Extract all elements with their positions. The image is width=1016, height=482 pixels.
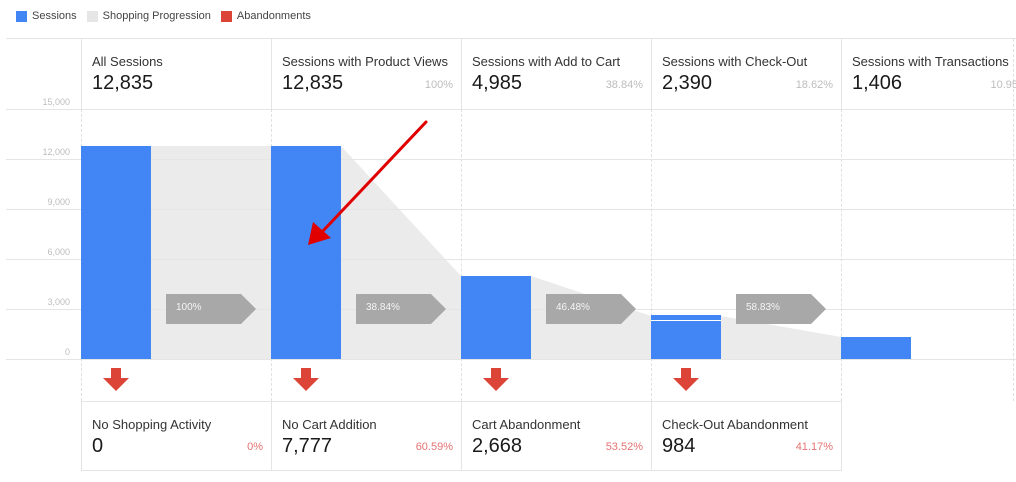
drop-arrow-icon bbox=[483, 368, 509, 391]
abandon-check-out-abandonment[interactable]: Check-Out Abandonment 984 41.17% bbox=[651, 401, 842, 471]
stage-add-to-cart[interactable]: Sessions with Add to Cart 4,985 38.84% bbox=[461, 39, 651, 109]
abandon-value: 0 bbox=[92, 435, 104, 457]
stage-all-sessions[interactable]: All Sessions 12,835 bbox=[81, 39, 271, 109]
column-separator bbox=[651, 109, 652, 401]
stage-pct: 18.62% bbox=[795, 79, 833, 91]
abandonments-swatch-icon bbox=[220, 10, 232, 22]
drop-arrow-icon bbox=[673, 368, 699, 391]
chart-legend: Sessions Shopping Progression Abandonmen… bbox=[16, 9, 321, 23]
bar-add-to-cart[interactable] bbox=[461, 276, 531, 359]
abandon-value: 984 bbox=[662, 435, 696, 457]
bar-all-sessions[interactable] bbox=[81, 146, 151, 359]
abandon-pct: 53.52% bbox=[605, 441, 643, 453]
stage-pct: 38.84% bbox=[605, 79, 643, 91]
gridline-6000 bbox=[6, 259, 1016, 260]
stage-value: 2,390 bbox=[662, 72, 713, 94]
abandon-value: 7,777 bbox=[282, 435, 333, 457]
y-tick: 12,000 bbox=[42, 147, 70, 157]
abandon-value: 2,668 bbox=[472, 435, 523, 457]
legend-item-abandonments[interactable]: Abandonments bbox=[220, 10, 311, 22]
y-tick: 9,000 bbox=[47, 197, 70, 207]
bar-check-out[interactable] bbox=[651, 315, 721, 359]
abandon-cart-abandonment[interactable]: Cart Abandonment 2,668 53.52% bbox=[461, 401, 651, 471]
y-tick: 0 bbox=[64, 347, 70, 357]
stage-title: Sessions with Transactions bbox=[852, 54, 1009, 69]
top-divider bbox=[6, 38, 1016, 39]
drop-arrow-icon bbox=[293, 368, 319, 391]
abandon-no-cart-addition[interactable]: No Cart Addition 7,777 60.59% bbox=[271, 401, 461, 471]
bar-transactions[interactable] bbox=[841, 337, 911, 359]
stage-value: 12,835 bbox=[282, 72, 344, 94]
conversion-tag: 58.83% bbox=[736, 294, 826, 324]
legend-item-sessions[interactable]: Sessions bbox=[16, 10, 77, 22]
abandon-pct: 0% bbox=[247, 441, 263, 453]
bar-product-views[interactable] bbox=[271, 146, 341, 359]
column-separator bbox=[1013, 39, 1014, 401]
column-separator bbox=[841, 109, 842, 401]
abandon-title: Check-Out Abandonment bbox=[662, 417, 808, 432]
gridline-12000 bbox=[6, 159, 1016, 160]
sessions-swatch-icon bbox=[16, 10, 27, 22]
abandon-no-shopping-activity[interactable]: No Shopping Activity 0 0% bbox=[81, 401, 271, 471]
stage-title: Sessions with Check-Out bbox=[662, 54, 808, 69]
stage-transactions[interactable]: Sessions with Transactions 1,406 10.95 bbox=[841, 39, 1016, 109]
stage-title: All Sessions bbox=[92, 54, 163, 69]
legend-label: Abandonments bbox=[236, 10, 311, 22]
abandon-title: No Cart Addition bbox=[282, 417, 377, 432]
y-tick: 3,000 bbox=[47, 297, 70, 307]
abandon-pct: 60.59% bbox=[415, 441, 453, 453]
stage-value: 4,985 bbox=[472, 72, 523, 94]
gridline-9000 bbox=[6, 209, 1016, 210]
legend-label: Sessions bbox=[32, 10, 77, 22]
stage-title: Sessions with Add to Cart bbox=[472, 54, 621, 69]
stage-value: 12,835 bbox=[92, 72, 154, 94]
progression-swatch-icon bbox=[86, 10, 98, 22]
stage-product-views[interactable]: Sessions with Product Views 12,835 100% bbox=[271, 39, 461, 109]
stage-value: 1,406 bbox=[852, 72, 903, 94]
gridline-0 bbox=[6, 359, 1016, 360]
conversion-tag: 38.84% bbox=[356, 294, 446, 324]
legend-label: Shopping Progression bbox=[102, 10, 211, 22]
stage-pct: 10.95 bbox=[990, 79, 1016, 91]
abandon-pct: 41.17% bbox=[795, 441, 833, 453]
conversion-tag: 46.48% bbox=[546, 294, 636, 324]
abandon-title: Cart Abandonment bbox=[472, 417, 581, 432]
drop-arrow-icon bbox=[103, 368, 129, 391]
column-separator bbox=[461, 109, 462, 401]
stage-title: Sessions with Product Views bbox=[282, 54, 448, 69]
y-tick: 6,000 bbox=[47, 247, 70, 257]
y-tick: 15,000 bbox=[42, 97, 70, 107]
gridline-15000 bbox=[6, 109, 1016, 110]
stage-pct: 100% bbox=[424, 79, 453, 91]
abandon-title: No Shopping Activity bbox=[92, 417, 212, 432]
bar-divider bbox=[651, 320, 721, 321]
conversion-tag: 100% bbox=[166, 294, 256, 324]
stage-check-out[interactable]: Sessions with Check-Out 2,390 18.62% bbox=[651, 39, 841, 109]
legend-item-shopping-progression[interactable]: Shopping Progression bbox=[86, 10, 211, 22]
